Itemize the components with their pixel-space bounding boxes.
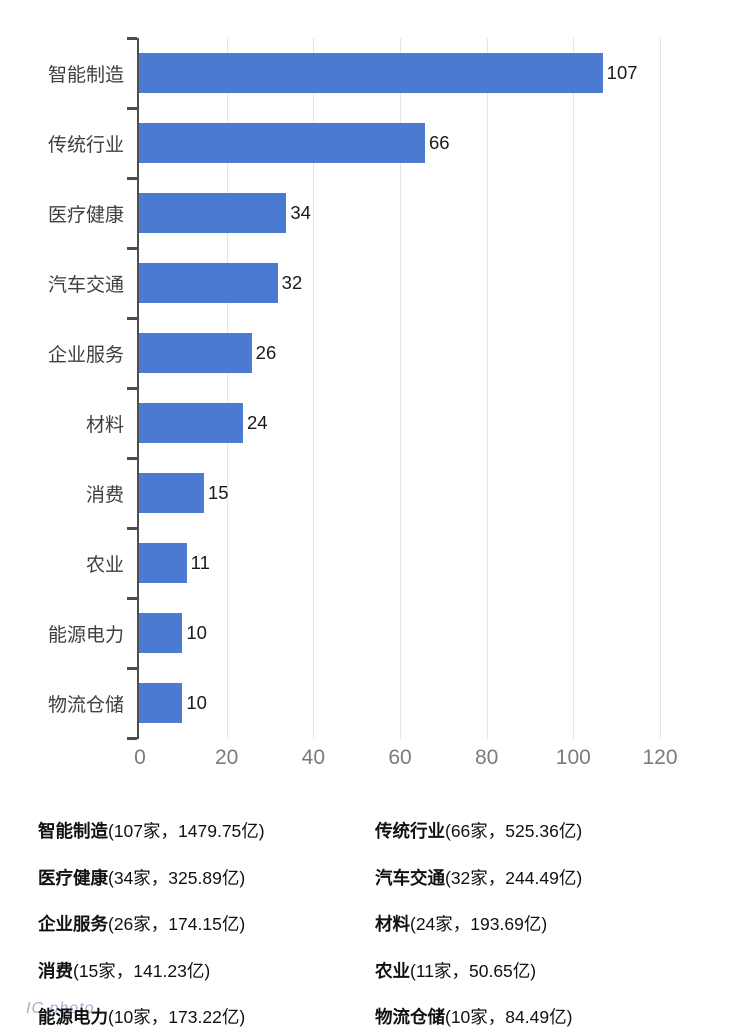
value-label: 10	[186, 692, 207, 713]
watermark: IC photo	[26, 1000, 95, 1017]
y-axis-tick	[127, 527, 137, 530]
summary-item-detail: (11家，50.65亿)	[410, 960, 537, 981]
y-axis-tick	[127, 737, 137, 740]
x-axis-tick-label: 40	[301, 746, 326, 769]
category-label: 企业服务	[47, 344, 124, 366]
gridline	[660, 38, 661, 739]
value-label: 32	[281, 272, 303, 293]
summary-item-name: 智能制造	[38, 821, 108, 841]
x-axis-tick-label: 20	[214, 746, 239, 769]
y-axis-tick	[127, 667, 137, 670]
summary-item: 传统行业(66家，525.36亿)	[375, 818, 582, 843]
bar	[139, 403, 243, 443]
y-axis-line	[137, 38, 139, 739]
summary-item: 物流仓储(10家，84.49亿)	[375, 1004, 572, 1029]
x-axis-tick-label: 0	[134, 746, 146, 769]
y-axis-tick	[127, 317, 137, 320]
bar	[139, 333, 252, 373]
summary-item-detail: (66家，525.36亿)	[445, 821, 583, 841]
bar	[139, 193, 287, 233]
summary-item-name: 传统行业	[375, 821, 445, 841]
bar	[139, 473, 204, 513]
category-label: 汽车交通	[47, 274, 124, 296]
gridline	[400, 38, 401, 739]
value-label: 66	[429, 132, 450, 153]
bar	[139, 53, 603, 93]
gridline	[486, 38, 488, 739]
y-axis-tick	[127, 177, 137, 180]
summary-item-detail: (107家，1479.75亿)	[108, 821, 265, 841]
category-label: 传统行业	[47, 134, 124, 156]
category-label: 智能制造	[47, 64, 124, 86]
y-axis-tick	[127, 457, 137, 460]
bar	[139, 123, 425, 163]
summary-item: 汽车交通(32家，244.49亿)	[375, 865, 582, 890]
summary-item: 农业(11家，50.65亿)	[375, 958, 536, 983]
summary-item-name: 物流仓储	[375, 1007, 445, 1027]
summary-item-name: 消费	[38, 960, 73, 981]
summary-item: 能源电力(10家，173.22亿)	[38, 1004, 245, 1029]
summary-item: 智能制造(107家，1479.75亿)	[38, 818, 265, 843]
x-axis-tick-label: 120	[642, 746, 678, 769]
category-label: 农业	[85, 554, 124, 576]
summary-item: 企业服务(26家，174.15亿)	[38, 911, 245, 936]
x-axis-tick-label: 60	[388, 746, 412, 769]
gridline	[313, 38, 315, 739]
summary-item-name: 企业服务	[38, 914, 108, 934]
category-label: 医疗健康	[47, 204, 124, 226]
x-axis-tick-label: 100	[555, 746, 591, 769]
summary-item-name: 汽车交通	[375, 867, 445, 888]
category-label: 消费	[85, 484, 124, 506]
bar	[139, 543, 187, 583]
category-label: 材料	[85, 414, 124, 436]
y-axis-tick	[127, 387, 137, 390]
summary-item-detail: (10家，84.49亿)	[445, 1007, 573, 1027]
value-label: 34	[290, 202, 311, 223]
summary-item-detail: (34家，325.89亿)	[108, 867, 246, 888]
bar	[139, 263, 278, 303]
summary-item-detail: (26家，174.15亿)	[108, 914, 246, 934]
summary-item-name: 能源电力	[38, 1007, 108, 1027]
y-axis-tick	[127, 247, 137, 250]
value-label: 11	[190, 552, 210, 573]
category-label: 能源电力	[47, 624, 124, 646]
summary-item-detail: (32家，244.49亿)	[445, 867, 583, 888]
x-axis-tick-label: 80	[474, 746, 499, 769]
summary-item: 医疗健康(34家，325.89亿)	[38, 865, 245, 890]
y-axis-tick	[127, 37, 137, 40]
category-label: 物流仓储	[47, 694, 124, 716]
bar	[139, 683, 183, 723]
summary-item: 消费(15家，141.23亿)	[38, 958, 210, 983]
summary-item: 材料(24家，193.69亿)	[375, 911, 547, 936]
value-label: 10	[186, 622, 207, 643]
gridline	[226, 38, 228, 739]
summary-item-name: 医疗健康	[38, 867, 108, 888]
summary-item-detail: (15家，141.23亿)	[73, 960, 211, 981]
bar	[139, 613, 183, 653]
value-label: 107	[606, 62, 638, 83]
summary-item-name: 农业	[375, 960, 410, 981]
value-label: 15	[208, 482, 229, 503]
value-label: 26	[255, 342, 277, 363]
y-axis-tick	[127, 107, 137, 110]
y-axis-tick	[127, 597, 137, 600]
summary-item-detail: (10家，173.22亿)	[108, 1007, 246, 1027]
summary-item-name: 材料	[375, 914, 410, 934]
value-label: 24	[247, 412, 268, 433]
summary-item-detail: (24家，193.69亿)	[410, 914, 548, 934]
gridline	[573, 38, 575, 739]
